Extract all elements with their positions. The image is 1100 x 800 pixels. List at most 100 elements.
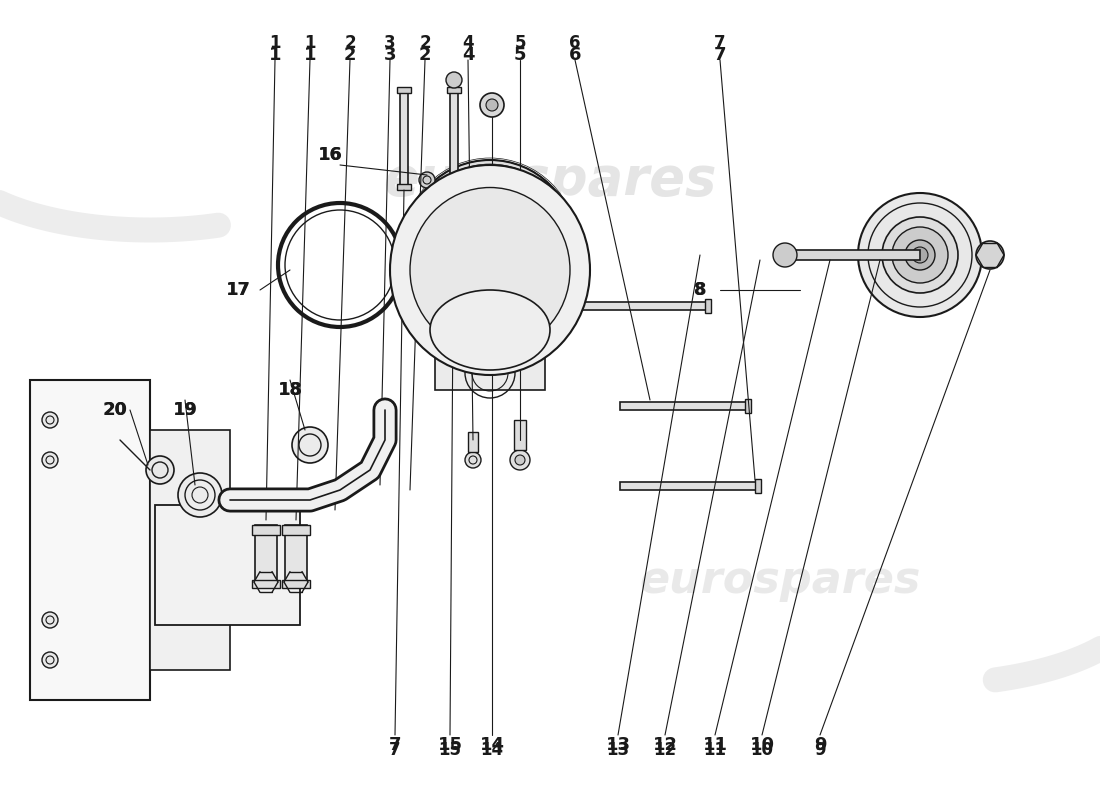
Text: 7: 7 [388,736,401,754]
Text: 2: 2 [419,46,431,64]
Text: 5: 5 [515,34,526,52]
Circle shape [486,99,498,111]
Text: 11: 11 [703,736,727,754]
Text: 7: 7 [714,34,726,52]
Bar [282,525,310,535]
Bar [30,380,150,700]
Text: 1: 1 [304,46,317,64]
Text: 2: 2 [419,34,431,52]
Bar [755,479,761,493]
Circle shape [465,452,481,468]
Text: 20: 20 [103,401,127,419]
Circle shape [976,241,1004,269]
Text: 19: 19 [173,401,198,419]
Bar [447,87,461,93]
Bar [434,355,544,390]
Text: eurospares: eurospares [639,558,921,602]
Bar [468,432,478,452]
Circle shape [42,652,58,668]
Circle shape [146,456,174,484]
Circle shape [405,160,575,330]
Circle shape [912,247,928,263]
Ellipse shape [390,165,590,375]
Text: 3: 3 [384,34,396,52]
Circle shape [42,452,58,468]
Bar [255,525,277,585]
Text: 6: 6 [570,34,581,52]
Ellipse shape [430,290,550,370]
Text: 4: 4 [462,46,474,64]
Circle shape [514,212,524,222]
Text: 6: 6 [569,46,581,64]
Circle shape [858,193,982,317]
Text: 20: 20 [102,401,128,419]
Circle shape [178,473,222,517]
Bar [780,250,920,260]
Bar [450,90,458,175]
Text: 18: 18 [278,381,301,399]
Bar [580,302,710,310]
Text: 11: 11 [704,741,726,759]
Circle shape [446,72,462,88]
Text: 14: 14 [481,741,504,759]
Text: 1: 1 [268,46,282,64]
Text: 2: 2 [344,34,355,52]
Text: 15: 15 [438,736,462,754]
Text: 14: 14 [480,736,505,754]
Text: 10: 10 [749,736,774,754]
Text: 18: 18 [277,381,302,399]
Text: 13: 13 [606,741,629,759]
Text: 5: 5 [514,46,526,64]
Bar [252,580,280,588]
Circle shape [456,212,466,222]
Bar [745,399,751,413]
Circle shape [510,450,530,470]
Text: 15: 15 [439,741,462,759]
Text: 19: 19 [174,401,197,419]
Text: 2: 2 [343,46,356,64]
Text: 9: 9 [814,736,826,754]
Circle shape [472,227,508,263]
Bar [252,525,280,535]
Bar [155,505,300,625]
Circle shape [515,455,525,465]
Circle shape [42,412,58,428]
Text: 4: 4 [462,34,474,52]
Text: 8: 8 [694,281,706,299]
Bar [400,90,408,190]
Text: 17: 17 [226,281,251,299]
Bar [620,482,760,490]
Circle shape [514,268,524,278]
Circle shape [882,217,958,293]
Text: 3: 3 [384,46,396,64]
Circle shape [480,93,504,117]
Circle shape [456,268,466,278]
Bar [397,87,411,93]
Circle shape [419,172,435,188]
Circle shape [905,240,935,270]
Text: 12: 12 [652,736,678,754]
Text: 16: 16 [318,146,342,164]
Circle shape [892,227,948,283]
Text: eurospares: eurospares [383,154,717,206]
Circle shape [480,235,501,255]
Circle shape [773,243,798,267]
Bar [282,580,310,588]
Bar [397,184,411,190]
Text: 1: 1 [270,34,280,52]
Bar [285,525,307,585]
Text: 17: 17 [227,281,250,299]
Text: 8: 8 [694,281,706,299]
Bar [150,430,230,670]
Text: 1: 1 [305,34,316,52]
Bar [514,420,526,450]
Circle shape [292,427,328,463]
Circle shape [462,217,518,273]
Circle shape [42,612,58,628]
Ellipse shape [410,187,570,353]
Text: 16: 16 [319,146,341,164]
Text: 7: 7 [389,741,400,759]
Text: 12: 12 [653,741,676,759]
Text: 10: 10 [750,741,773,759]
Text: 13: 13 [605,736,630,754]
